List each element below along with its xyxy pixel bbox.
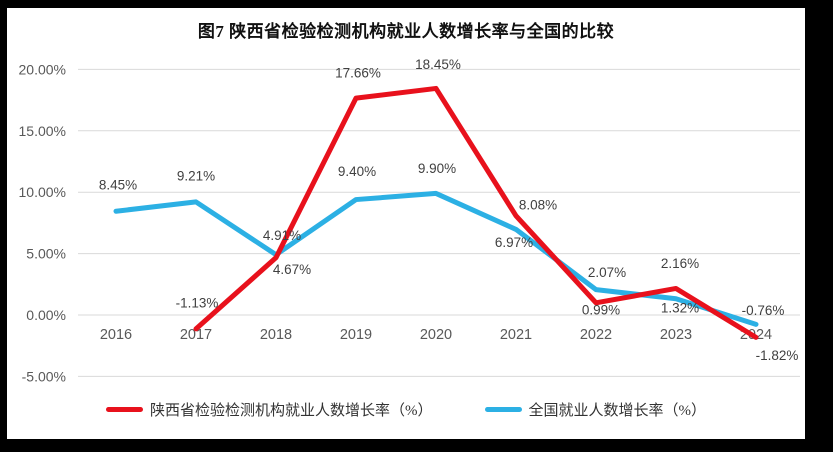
svg-text:10.00%: 10.00% [19,184,66,200]
svg-text:8.08%: 8.08% [519,197,557,212]
svg-text:0.00%: 0.00% [26,307,66,323]
svg-text:2016: 2016 [100,327,132,343]
legend-swatch-red-line [106,407,143,412]
svg-text:2020: 2020 [420,327,452,343]
chart-legend: 陕西省检验检测机构就业人数增长率（%） 全国就业人数增长率（%） [7,399,805,420]
svg-text:-1.82%: -1.82% [756,348,799,363]
svg-text:1.32%: 1.32% [661,300,699,315]
legend-swatch-blue-line [484,407,522,412]
svg-text:2021: 2021 [500,327,532,343]
svg-text:2017: 2017 [180,327,212,343]
svg-text:2023: 2023 [660,327,692,343]
svg-text:18.45%: 18.45% [415,57,461,72]
chart-background [7,8,805,439]
legend-label-shaanxi: 陕西省检验检测机构就业人数增长率（%） [150,403,433,419]
svg-text:8.45%: 8.45% [99,178,137,193]
svg-text:2018: 2018 [260,327,292,343]
legend-item-shaanxi: 陕西省检验检测机构就业人数增长率（%） [106,399,433,420]
svg-text:4.67%: 4.67% [273,262,311,277]
svg-text:17.66%: 17.66% [335,66,381,81]
svg-text:2022: 2022 [580,327,612,343]
svg-text:15.00%: 15.00% [19,123,66,139]
svg-text:5.00%: 5.00% [26,246,66,262]
svg-text:0.99%: 0.99% [582,302,620,317]
svg-text:2.16%: 2.16% [661,256,699,271]
svg-text:4.91%: 4.91% [263,228,301,243]
svg-text:20.00%: 20.00% [19,61,66,77]
svg-text:9.21%: 9.21% [177,168,215,183]
svg-text:2.07%: 2.07% [588,265,626,280]
legend-label-national: 全国就业人数增长率（%） [528,403,707,419]
svg-text:-0.76%: -0.76% [742,303,785,318]
chart-title: 图7 陕西省检验检测机构就业人数增长率与全国的比较 [197,22,615,41]
svg-text:9.40%: 9.40% [338,164,376,179]
svg-text:-1.13%: -1.13% [176,295,219,310]
svg-text:9.90%: 9.90% [418,161,456,176]
svg-text:-5.00%: -5.00% [22,368,66,384]
svg-text:2019: 2019 [340,327,372,343]
svg-text:6.97%: 6.97% [495,235,533,250]
legend-item-national: 全国就业人数增长率（%） [484,399,707,420]
